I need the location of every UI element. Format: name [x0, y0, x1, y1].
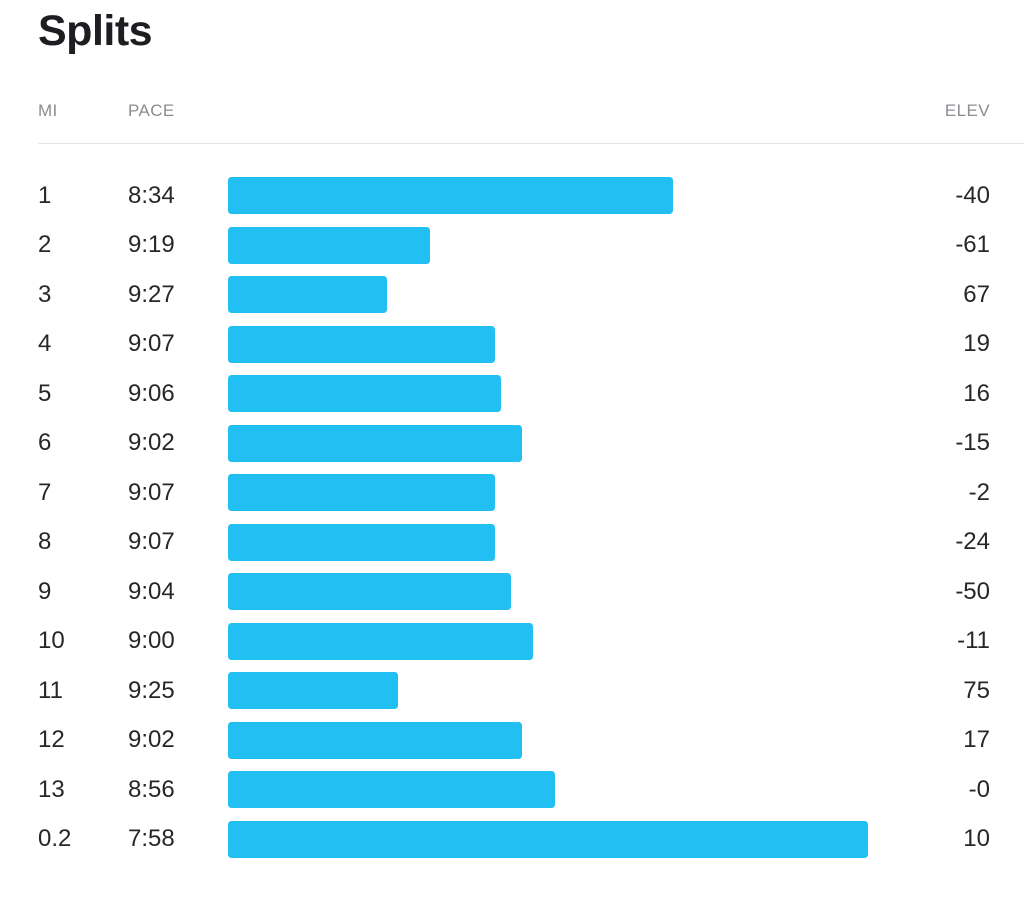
table-row: 8 9:07 -24	[38, 518, 990, 568]
pace-value: 8:34	[128, 181, 175, 209]
mi-value: 10	[38, 627, 65, 655]
mi-value: 11	[38, 676, 63, 704]
pace-bar-track	[228, 177, 918, 215]
pace-bar	[228, 771, 555, 809]
pace-bar-track	[228, 573, 918, 611]
pace-bar-track	[228, 276, 918, 314]
table-row: 2 9:19 -61	[38, 221, 990, 271]
splits-section: Splits MI PACE ELEV 1 8:34 -40 2 9:19 -6…	[0, 6, 1024, 901]
pace-bar	[228, 523, 496, 561]
elev-value: -2	[968, 478, 990, 506]
elev-value: -0	[968, 775, 990, 803]
elev-value: 16	[963, 379, 990, 407]
table-header: MI PACE ELEV	[38, 101, 990, 121]
elev-value: 17	[963, 726, 990, 754]
mi-value: 4	[38, 330, 52, 358]
pace-bar	[228, 474, 496, 512]
pace-value: 9:07	[128, 478, 175, 506]
elev-value: -61	[955, 231, 990, 259]
pace-bar-track	[228, 325, 918, 363]
table-row: 5 9:06 16	[38, 369, 990, 419]
pace-bar-track	[228, 721, 918, 759]
table-row: 0.2 7:58 10	[38, 815, 990, 865]
pace-bar-track	[228, 820, 918, 858]
splits-table: 1 8:34 -40 2 9:19 -61 3 9:27 67 4 9:07 1…	[38, 171, 990, 864]
pace-bar-track	[228, 226, 918, 264]
column-header-elev: ELEV	[944, 101, 990, 120]
pace-value: 9:02	[128, 726, 175, 754]
pace-value: 9:02	[128, 429, 175, 457]
mi-value: 3	[38, 280, 52, 308]
table-row: 13 8:56 -0	[38, 765, 990, 815]
column-header-pace: PACE	[128, 101, 175, 120]
pace-bar	[228, 375, 501, 413]
pace-bar-track	[228, 622, 918, 660]
mi-value: 1	[38, 181, 52, 209]
table-row: 12 9:02 17	[38, 716, 990, 766]
mi-value: 9	[38, 577, 52, 605]
pace-value: 7:58	[128, 825, 175, 853]
pace-value: 9:07	[128, 330, 175, 358]
mi-value: 8	[38, 528, 52, 556]
elev-value: 10	[963, 825, 990, 853]
mi-value: 7	[38, 478, 52, 506]
pace-value: 9:07	[128, 528, 175, 556]
mi-value: 2	[38, 231, 52, 259]
pace-bar	[228, 276, 387, 314]
pace-value: 9:19	[128, 231, 175, 259]
column-header-mi: MI	[38, 101, 58, 120]
mi-value: 13	[38, 775, 65, 803]
pace-bar	[228, 325, 496, 363]
table-row: 6 9:02 -15	[38, 419, 990, 469]
elev-value: 19	[963, 330, 990, 358]
pace-bar	[228, 672, 398, 710]
pace-bar-track	[228, 375, 918, 413]
table-row: 7 9:07 -2	[38, 468, 990, 518]
elev-value: 75	[963, 676, 990, 704]
pace-bar	[228, 226, 431, 264]
elev-value: -40	[955, 181, 990, 209]
pace-bar-track	[228, 424, 918, 462]
elev-value: -15	[955, 429, 990, 457]
pace-value: 9:27	[128, 280, 175, 308]
elev-value: 67	[963, 280, 990, 308]
pace-value: 9:00	[128, 627, 175, 655]
mi-value: 12	[38, 726, 65, 754]
pace-bar-track	[228, 474, 918, 512]
header-divider	[38, 143, 1024, 144]
page-title: Splits	[38, 7, 153, 55]
elev-value: -50	[955, 577, 990, 605]
mi-value: 0.2	[38, 825, 72, 853]
table-row: 9 9:04 -50	[38, 567, 990, 617]
pace-bar	[228, 573, 512, 611]
pace-value: 9:06	[128, 379, 175, 407]
table-row: 11 9:25 75	[38, 666, 990, 716]
pace-bar	[228, 820, 868, 858]
pace-value: 8:56	[128, 775, 175, 803]
table-row: 4 9:07 19	[38, 320, 990, 370]
pace-value: 9:25	[128, 676, 175, 704]
pace-bar	[228, 424, 523, 462]
pace-bar	[228, 721, 523, 759]
table-row: 3 9:27 67	[38, 270, 990, 320]
table-row: 10 9:00 -11	[38, 617, 990, 667]
mi-value: 5	[38, 379, 52, 407]
pace-bar-track	[228, 771, 918, 809]
pace-bar-track	[228, 672, 918, 710]
elev-value: -24	[955, 528, 990, 556]
pace-bar	[228, 622, 533, 660]
pace-value: 9:04	[128, 577, 175, 605]
elev-value: -11	[957, 627, 990, 655]
table-row: 1 8:34 -40	[38, 171, 990, 221]
mi-value: 6	[38, 429, 52, 457]
pace-bar-track	[228, 523, 918, 561]
pace-bar	[228, 177, 674, 215]
